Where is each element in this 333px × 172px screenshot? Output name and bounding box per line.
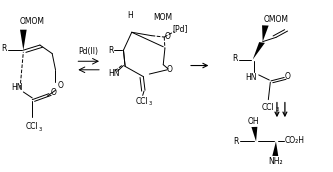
Polygon shape (20, 30, 27, 50)
Text: CCl: CCl (261, 103, 274, 112)
Text: Pd(II): Pd(II) (79, 47, 99, 56)
Text: HN: HN (245, 73, 257, 82)
Text: 3: 3 (39, 127, 42, 132)
Polygon shape (251, 127, 257, 141)
Text: R: R (108, 46, 114, 55)
Text: H: H (127, 11, 133, 20)
Text: OH: OH (248, 117, 259, 126)
Text: OMOM: OMOM (263, 15, 288, 24)
Text: HN: HN (109, 69, 120, 78)
Text: NH₂: NH₂ (268, 157, 283, 166)
Text: [Pd]: [Pd] (172, 24, 187, 33)
Polygon shape (253, 42, 265, 60)
Text: HN: HN (11, 83, 22, 92)
Text: 3: 3 (275, 107, 279, 112)
Polygon shape (262, 25, 269, 42)
Text: O: O (285, 72, 290, 81)
Text: R: R (233, 137, 238, 146)
Text: O: O (51, 88, 57, 97)
Text: MOM: MOM (154, 13, 173, 22)
Text: CCl: CCl (26, 122, 39, 131)
Text: R: R (232, 54, 237, 63)
Text: O: O (164, 32, 170, 41)
Text: CCl: CCl (135, 97, 148, 106)
Text: O: O (58, 82, 64, 90)
Text: OMOM: OMOM (19, 17, 44, 26)
Text: CO₂H: CO₂H (284, 136, 304, 145)
Text: O: O (167, 65, 173, 74)
Text: 3: 3 (149, 101, 152, 106)
Polygon shape (272, 141, 278, 156)
Text: R: R (1, 44, 7, 53)
